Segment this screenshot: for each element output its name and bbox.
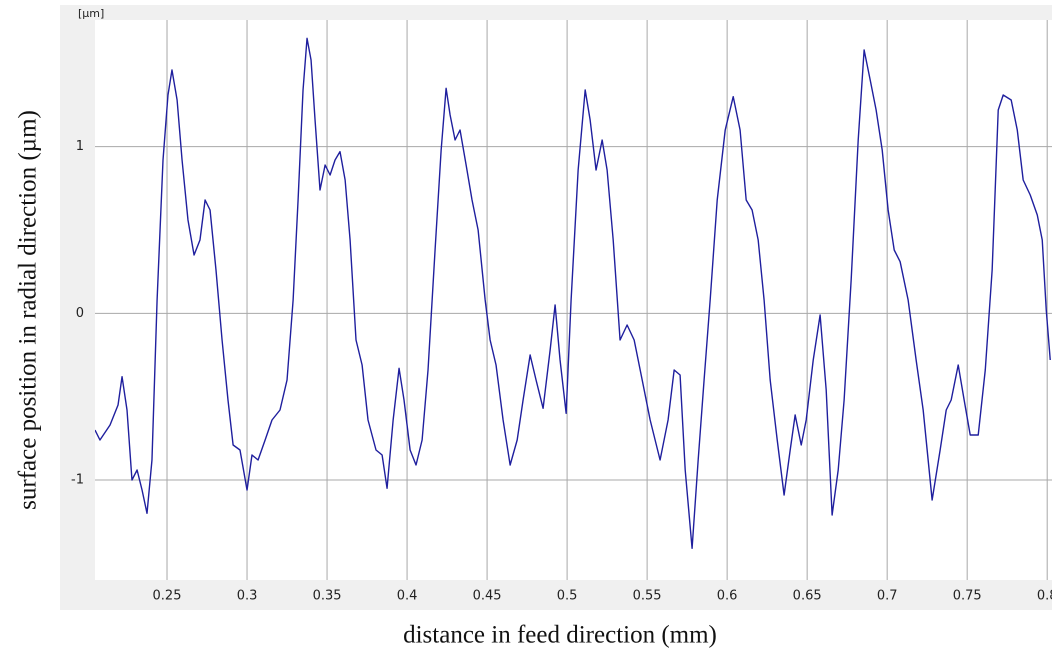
unit-label: [µm] xyxy=(78,7,104,20)
x-tick-label: 0.35 xyxy=(313,589,342,604)
y-tick-label: -1 xyxy=(71,473,84,488)
x-tick-label: 0.65 xyxy=(793,589,822,604)
y-axis-label: surface position in radial direction (µm… xyxy=(15,110,42,510)
x-tick-label: 0.25 xyxy=(153,589,182,604)
x-tick-label: 0.4 xyxy=(397,589,418,604)
tick-labels: -1 0 1 0.25 0.3 0.35 0.4 0.45 0.5 0.55 0.6 0.65 0.7 0… xyxy=(71,139,1052,603)
x-axis-label: distance in feed direction (mm) xyxy=(403,622,717,649)
x-tick-label: 0.8 xyxy=(1037,589,1052,604)
x-tick-label: 0.5 xyxy=(557,589,578,604)
y-tick-label: 1 xyxy=(76,139,84,154)
plot-area xyxy=(95,20,1052,580)
plot-marks xyxy=(95,37,1051,550)
y-tick-label: 0 xyxy=(76,306,84,321)
profile-line xyxy=(95,37,1051,550)
grid xyxy=(95,20,1052,580)
x-tick-label: 0.7 xyxy=(877,589,898,604)
x-tick-label: 0.45 xyxy=(473,589,502,604)
x-tick-label: 0.55 xyxy=(633,589,662,604)
x-tick-label: 0.75 xyxy=(953,589,982,604)
x-tick-label: 0.6 xyxy=(717,589,738,604)
x-tick-label: 0.3 xyxy=(237,589,258,604)
